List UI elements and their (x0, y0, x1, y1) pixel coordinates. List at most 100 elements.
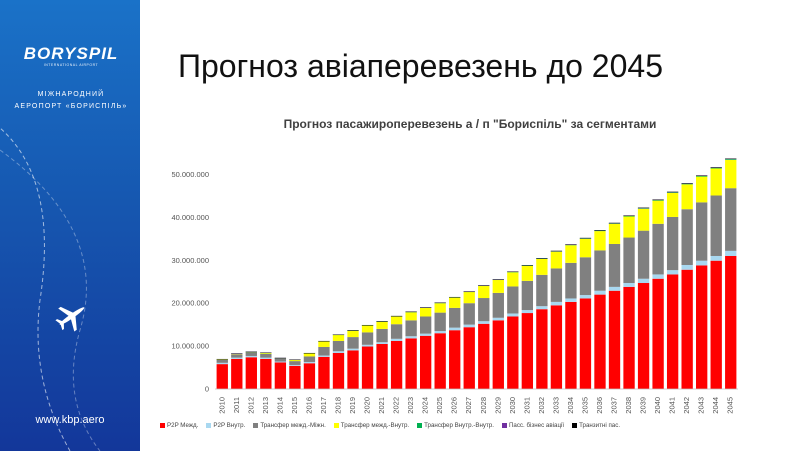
flight-path-decoration (0, 127, 101, 451)
legend-swatch (417, 422, 423, 428)
bar-segment-2-2029 (492, 292, 504, 318)
bar-segment-3-2043 (696, 176, 708, 203)
bar-segment-4-2045 (725, 159, 737, 160)
bar-segment-2-2034 (565, 262, 577, 299)
bar-segment-3-2044 (710, 168, 722, 196)
legend-swatch (253, 422, 259, 428)
bar-segment-3-2027 (463, 292, 475, 304)
bar-segment-0-2044 (710, 260, 722, 389)
x-tick-label: 2015 (290, 397, 299, 414)
bar-segment-3-2015 (289, 359, 301, 362)
y-axis: 0 10.000.000 20.000.000 30.000.000 40.000.00… (171, 170, 209, 394)
bar-segment-0-2033 (550, 305, 563, 389)
x-tick-label: 2033 (551, 397, 560, 414)
bar-segment-1-2037 (608, 286, 621, 291)
bar-segment-2-2044 (710, 195, 722, 256)
bar-segment-0-2011 (231, 358, 243, 389)
bar-segment-1-2035 (579, 295, 592, 299)
bar-segment-1-2032 (536, 306, 548, 310)
bar-segment-3-2017 (318, 341, 330, 347)
bar-segment-0-2017 (318, 356, 330, 389)
bar-segment-2-2022 (390, 324, 403, 339)
legend-label: P2P Межд. (167, 422, 199, 429)
bar-segment-2-2013 (260, 353, 272, 358)
airport-logo[interactable]: BORYSPIL INTERNATIONAL AIRPORT МІЖНАРОДН… (12, 44, 130, 113)
x-tick-label: 2026 (450, 397, 459, 414)
bar-segment-0-2042 (681, 269, 693, 389)
x-tick-label: 2043 (697, 397, 706, 414)
bar-segment-3-2019 (347, 330, 359, 338)
x-tick-label: 2035 (580, 397, 589, 414)
x-tick-label: 2017 (319, 397, 328, 414)
bar-segment-4-2035 (579, 238, 592, 239)
bar-segment-2-2012 (245, 352, 257, 356)
x-tick-label: 2011 (232, 397, 241, 413)
bar-segment-3-2013 (260, 352, 272, 354)
bar-segment-0-2010 (216, 364, 228, 389)
bar-segment-2-2043 (696, 202, 708, 261)
bar-segment-1-2045 (725, 250, 737, 256)
legend-swatch (333, 422, 339, 428)
legend-swatch (501, 422, 507, 428)
bar-segment-3-2023 (405, 312, 417, 321)
bar-segment-2-2011 (231, 354, 243, 358)
bar-segment-1-2030 (507, 313, 519, 317)
bar-segment-0-2013 (260, 358, 272, 389)
bar-segment-2-2020 (361, 332, 374, 345)
bar-segment-0-2029 (492, 320, 504, 389)
bar-segment-0-2028 (478, 323, 490, 389)
stacked-bar-chart: 0 10.000.000 20.000.000 30.000.000 40.000.00… (171, 158, 738, 414)
x-tick-label: 2021 (377, 397, 386, 414)
bar-segment-1-2040 (652, 274, 664, 279)
bar-stacks (216, 158, 737, 389)
bar-segment-3-2028 (478, 286, 490, 299)
bar-segment-2-2032 (536, 274, 548, 307)
bar-segment-0-2040 (652, 278, 664, 389)
x-tick-label: 2025 (435, 397, 444, 414)
bar-segment-2-2031 (521, 280, 534, 311)
bar-segment-0-2032 (536, 309, 548, 389)
bar-segment-3-2038 (623, 216, 635, 238)
bar-segment-3-2039 (637, 208, 650, 231)
bar-segment-1-2013 (260, 357, 272, 359)
y-tick-label: 20.000.000 (171, 299, 209, 308)
x-tick-label: 2032 (537, 397, 546, 414)
legend-item: Трансфер Внутр.-Внутр. (417, 422, 494, 429)
slide-title: Прогноз авіаперевезень до 2045 (178, 48, 663, 84)
bar-segment-3-2032 (536, 258, 548, 275)
bar-segment-3-2021 (376, 321, 388, 329)
bar-segment-1-2016 (303, 361, 316, 364)
x-tick-label: 2037 (610, 397, 619, 414)
x-tick-label: 2012 (246, 397, 255, 414)
bar-segment-2-2039 (637, 230, 650, 279)
bar-segment-3-2035 (579, 238, 592, 258)
legend-item: Трансфер межд.-Міжн. (253, 422, 326, 429)
x-tick-label: 2036 (595, 397, 604, 414)
bar-segment-0-2012 (245, 357, 257, 389)
legend-label: Трансфер межд.-Міжн. (260, 422, 326, 429)
bar-segment-0-2026 (449, 330, 461, 389)
bar-segment-3-2042 (681, 184, 693, 210)
bar-segment-0-2019 (347, 350, 359, 389)
bar-segment-2-2017 (318, 346, 330, 356)
bar-segment-3-2040 (652, 200, 664, 224)
logo-text: BORYSPIL (23, 44, 119, 63)
x-tick-label: 2014 (275, 397, 284, 414)
x-tick-label: 2040 (653, 397, 662, 414)
bar-segment-4-2034 (565, 244, 577, 246)
bar-segment-1-2014 (274, 361, 287, 363)
bar-segment-1-2041 (666, 270, 679, 275)
x-tick-label: 2013 (261, 397, 270, 414)
website-link[interactable]: www.kbp.aero (35, 414, 105, 426)
bar-segment-3-2045 (725, 159, 737, 189)
legend-label: Трансфер Внутр.-Внутр. (424, 422, 494, 429)
bar-segment-2-2016 (303, 356, 316, 362)
legend-swatch (206, 422, 212, 428)
bar-segment-3-2030 (507, 272, 519, 287)
x-tick-label: 2022 (392, 397, 401, 414)
bar-segment-2-2019 (347, 337, 359, 349)
bar-segment-0-2031 (521, 313, 534, 389)
bar-segment-2-2038 (623, 237, 635, 284)
bar-segment-3-2026 (449, 297, 461, 308)
y-tick-label: 30.000.000 (171, 256, 209, 265)
